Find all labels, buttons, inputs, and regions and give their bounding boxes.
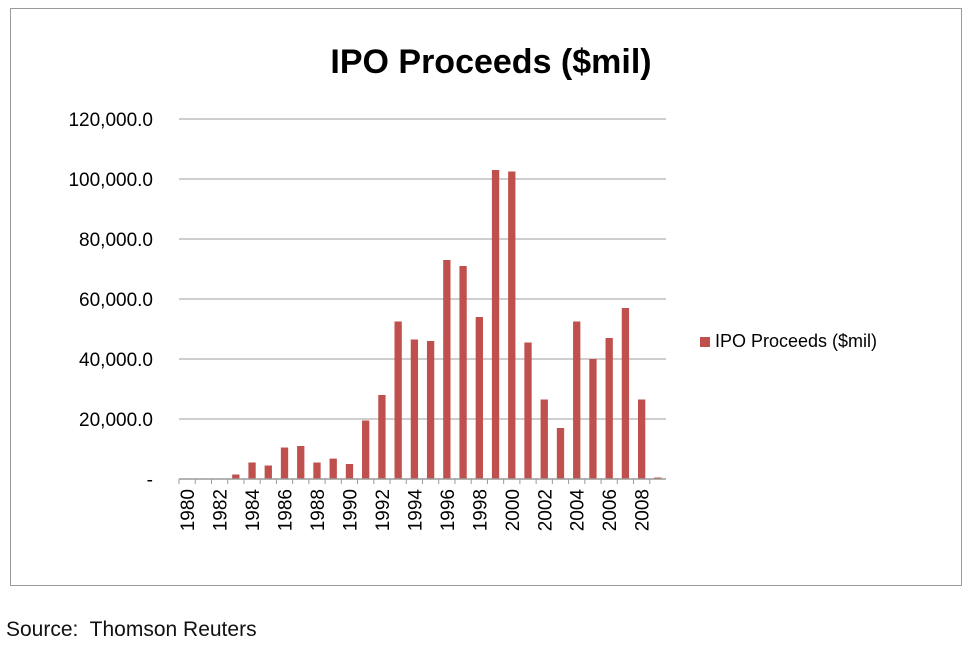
bar-1991: [362, 420, 370, 479]
bar-1992: [378, 395, 386, 479]
gridlines: [179, 118, 666, 420]
bar-1996: [443, 260, 451, 479]
bar-1985: [264, 465, 272, 479]
bar-1997: [459, 266, 467, 479]
bar-1995: [426, 341, 435, 479]
legend-swatch: [700, 337, 710, 347]
x-tick-label: 1992: [373, 489, 394, 531]
y-tick-label: 40,000.0: [79, 350, 153, 371]
bar-2002: [540, 399, 548, 479]
x-tick-label: 2004: [568, 489, 589, 532]
bar-1999: [491, 170, 500, 479]
bar-1986: [280, 447, 289, 479]
x-tick-label: 2002: [535, 489, 556, 531]
bar-1998: [475, 317, 483, 479]
legend: IPO Proceeds ($mil): [700, 331, 877, 351]
y-tick-label: 120,000.0: [68, 110, 153, 131]
ipo-proceeds-chart: IPO Proceeds ($mil) - 20,000.0 40,000.0 60,…: [68, 43, 877, 532]
bar-2000: [508, 171, 516, 479]
bar-1994: [410, 339, 419, 479]
y-tick-label: 80,000.0: [79, 230, 153, 251]
bar-1987: [297, 446, 305, 479]
x-tick-label: 2008: [633, 489, 654, 531]
x-tick-label: 2006: [600, 489, 621, 531]
chart-title: IPO Proceeds ($mil): [330, 43, 651, 81]
x-tick-label: 1982: [211, 489, 232, 531]
bar-2005: [589, 359, 597, 479]
bar-1984: [248, 462, 256, 479]
bars: [232, 170, 662, 479]
bar-2004: [573, 321, 581, 479]
x-tick-label: 1996: [438, 489, 459, 531]
bar-1990: [345, 464, 354, 479]
legend-label: IPO Proceeds ($mil): [715, 331, 877, 351]
bar-2007: [621, 308, 630, 479]
x-axis-tick-labels: 1980 1982 1984 1986 1988 1990 1992 1994 1996 1998…: [178, 489, 654, 532]
x-tick-label: 1986: [276, 489, 297, 531]
x-axis: [178, 478, 666, 484]
bar-2003: [556, 428, 565, 479]
bar-2008: [637, 399, 646, 479]
x-tick-label: 1984: [243, 489, 264, 532]
y-tick-label: 100,000.0: [68, 170, 153, 191]
y-tick-label: 20,000.0: [79, 410, 153, 431]
x-tick-label: 1980: [178, 489, 199, 531]
y-tick-label: -: [147, 470, 153, 491]
x-tick-label: 1988: [308, 489, 329, 531]
bar-1993: [394, 321, 402, 479]
x-tick-label: 1994: [405, 489, 426, 532]
bar-1983: [232, 474, 240, 479]
bar-1988: [313, 462, 321, 479]
chart-frame: IPO Proceeds ($mil) - 20,000.0 40,000.0 60,…: [10, 8, 962, 586]
source-note: Source: Thomson Reuters: [6, 618, 257, 641]
x-tick-label: 1990: [340, 489, 361, 531]
bar-2006: [605, 338, 613, 479]
x-tick-label: 2000: [503, 489, 524, 531]
bar-1989: [329, 458, 337, 479]
bar-2001: [524, 342, 532, 479]
x-tick-label: 1998: [470, 489, 491, 531]
y-tick-label: 60,000.0: [79, 290, 153, 311]
y-axis-tick-labels: - 20,000.0 40,000.0 60,000.0 80,000.0 100,000…: [68, 110, 153, 491]
